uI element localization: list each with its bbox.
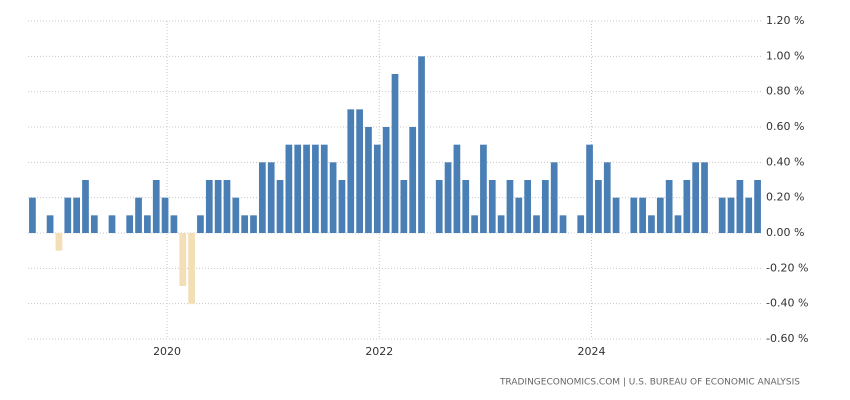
bar <box>577 215 585 233</box>
bar <box>64 197 72 233</box>
bar <box>754 180 761 233</box>
bar <box>418 56 425 234</box>
bar <box>267 162 275 233</box>
y-tick-label: 0.20 % <box>766 191 804 204</box>
bar <box>135 197 142 233</box>
bar <box>170 215 178 233</box>
bar <box>223 180 231 233</box>
bar <box>258 162 266 233</box>
bar <box>294 144 302 233</box>
bar <box>718 197 726 233</box>
x-tick-label: 2020 <box>153 345 181 358</box>
bar <box>320 144 328 233</box>
y-tick-label: -0.60 % <box>766 332 808 345</box>
bar <box>595 180 602 233</box>
bar <box>232 197 240 233</box>
bar <box>736 180 744 233</box>
bar <box>533 215 540 233</box>
bar <box>674 215 682 233</box>
bar <box>400 180 408 233</box>
bar <box>603 162 611 233</box>
bar <box>250 215 257 233</box>
bar <box>29 197 36 233</box>
bar <box>197 215 204 233</box>
bar <box>639 197 646 233</box>
bar <box>73 197 80 233</box>
bar <box>462 180 470 233</box>
bar <box>276 180 284 233</box>
y-tick-label: 1.20 % <box>766 14 804 27</box>
bar <box>161 197 169 233</box>
bar <box>409 127 417 233</box>
bar <box>214 180 222 233</box>
bar <box>108 215 116 233</box>
bar <box>692 162 700 233</box>
bar <box>188 233 195 304</box>
bar <box>356 109 363 233</box>
bar <box>656 197 664 233</box>
bar <box>550 162 558 233</box>
bar <box>453 144 461 233</box>
bar <box>205 180 213 233</box>
y-tick-label: -0.20 % <box>766 261 808 274</box>
bar <box>144 215 151 233</box>
y-tick-label: 0.80 % <box>766 85 804 98</box>
bar <box>329 162 337 233</box>
bar <box>285 144 293 233</box>
y-tick-label: -0.40 % <box>766 297 808 310</box>
y-tick-label: 0.60 % <box>766 120 804 133</box>
bar <box>648 215 655 233</box>
bar <box>382 127 390 233</box>
bar <box>152 180 160 233</box>
bar <box>303 144 310 233</box>
bar <box>497 215 505 233</box>
y-tick-label: 0.00 % <box>766 226 804 239</box>
bar <box>179 233 187 286</box>
bar <box>126 215 134 233</box>
source: TRADINGECONOMICS.COM | U.S. BUREAU OF EC… <box>499 378 800 388</box>
bar <box>541 180 549 233</box>
bar <box>312 144 319 233</box>
bar <box>683 180 691 233</box>
bar <box>82 180 89 233</box>
bar <box>46 215 54 233</box>
bar <box>373 144 381 233</box>
bar <box>506 180 514 233</box>
bar <box>612 197 620 233</box>
bar <box>471 215 478 233</box>
bar <box>241 215 249 233</box>
bar <box>745 197 753 233</box>
bar <box>391 74 399 233</box>
bar <box>559 215 567 233</box>
bar <box>365 127 372 233</box>
bar <box>347 109 355 233</box>
bar <box>524 180 532 233</box>
bar <box>630 197 638 233</box>
bar <box>488 180 496 233</box>
x-tick-label: 2022 <box>365 345 393 358</box>
bar <box>338 180 346 233</box>
bar <box>701 162 708 233</box>
x-tick-label: 2024 <box>578 345 606 358</box>
bar <box>665 180 673 233</box>
bar <box>444 162 452 233</box>
y-tick-label: 0.40 % <box>766 155 804 168</box>
bar <box>515 197 523 233</box>
bar <box>727 197 735 233</box>
bar <box>90 215 98 233</box>
bar <box>55 233 63 251</box>
bar <box>435 180 443 233</box>
bar <box>586 144 593 233</box>
y-tick-label: 1.00 % <box>766 49 804 62</box>
bar <box>480 144 487 233</box>
